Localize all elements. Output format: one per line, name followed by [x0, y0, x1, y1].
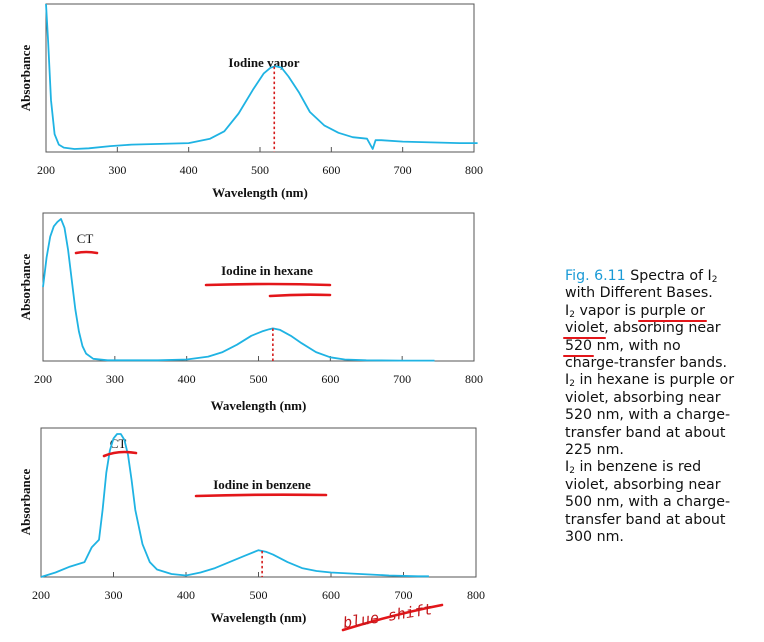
x-tick-label: 300 — [108, 163, 126, 177]
underline-hexane-title-1 — [204, 282, 332, 287]
x-tick-label: 500 — [251, 163, 269, 177]
x-tick-label: 300 — [106, 372, 124, 386]
underline-violet: violet — [565, 320, 605, 337]
panel-iodine-hexane: 200 300 400 500 600 700 800 Wavelength (nm) Abso… — [18, 212, 483, 413]
figure-caption: Fig. 6.11 Spectra of I2 with Different B… — [565, 268, 761, 547]
x-tick-label: 200 — [34, 372, 52, 386]
panel-title: Iodine in hexane — [221, 263, 313, 278]
y-axis-label: Absorbance — [18, 469, 33, 536]
underline-benzene-title — [194, 493, 328, 498]
plot-frame — [42, 212, 475, 362]
x-tick-label: 300 — [105, 588, 123, 602]
x-tick-label: 200 — [37, 163, 55, 177]
x-tick-label: 600 — [321, 372, 339, 386]
underline-ct-hexane — [74, 250, 99, 255]
absorbance-curve — [45, 3, 478, 150]
x-tick-label: 500 — [250, 372, 268, 386]
underline-blue-shift-arrow — [341, 603, 444, 632]
panel-title: Iodine vapor — [228, 55, 299, 70]
x-tick-label: 800 — [467, 588, 485, 602]
x-tick-label: 600 — [322, 588, 340, 602]
plot-frame — [40, 427, 477, 578]
x-tick-label: 800 — [465, 163, 483, 177]
x-axis-label: Wavelength (nm) — [211, 610, 307, 625]
x-tick-label: 200 — [32, 588, 50, 602]
x-tick-label: 700 — [393, 372, 411, 386]
underline-ct-benzene — [102, 450, 138, 458]
x-tick-label: 400 — [177, 588, 195, 602]
y-axis-label: Absorbance — [18, 45, 33, 112]
panel-title: Iodine in benzene — [213, 477, 311, 492]
y-axis-label: Absorbance — [18, 254, 33, 321]
caption-fig-label: Fig. 6.11 — [565, 268, 626, 284]
absorbance-curve — [40, 433, 429, 578]
ct-band-label: CT — [77, 231, 94, 246]
underline-hexane-title-2 — [268, 293, 332, 298]
panel-iodine-vapor: 200 300 400 500 600 700 800 Wavelength (nm) Abso… — [18, 3, 483, 200]
x-tick-label: 600 — [322, 163, 340, 177]
caption-title-line2: with Different Bases. — [565, 285, 713, 302]
panel-iodine-benzene: 200 300 400 500 600 700 800 Wavelength (nm) Abso… — [18, 427, 485, 625]
blue-shift-note: blue shift — [342, 600, 434, 632]
x-tick-label: 500 — [250, 588, 268, 602]
absorbance-curve — [42, 217, 435, 362]
underline-purple-or: purple or — [640, 302, 705, 319]
x-tick-label: 400 — [180, 163, 198, 177]
x-tick-label: 700 — [394, 163, 412, 177]
x-tick-label: 400 — [178, 372, 196, 386]
underline-520: 520 — [565, 337, 593, 354]
caption-title: Spectra of I — [630, 268, 712, 284]
x-axis-label: Wavelength (nm) — [212, 185, 308, 200]
x-axis-label: Wavelength (nm) — [211, 398, 307, 413]
x-tick-label: 800 — [465, 372, 483, 386]
x-tick-label: 700 — [395, 588, 413, 602]
